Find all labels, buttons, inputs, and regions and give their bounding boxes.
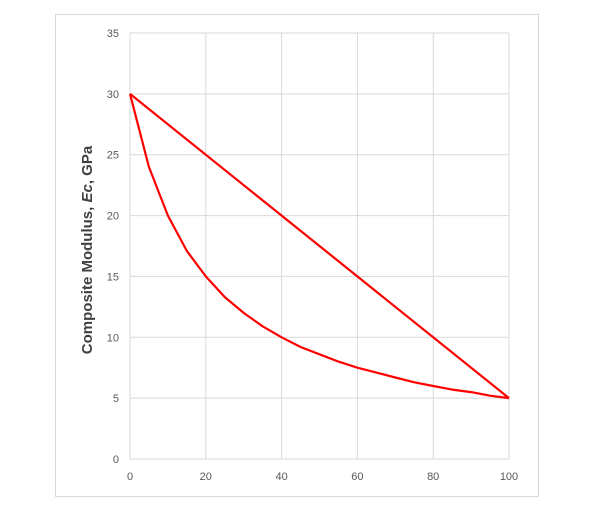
y-tick-label: 25 [107,150,119,162]
x-tick-label: 40 [275,471,287,483]
series-line-1 [129,93,510,399]
x-tick-label: 60 [351,471,363,483]
x-tick-label: 20 [200,471,212,483]
series-line-2 [128,93,510,400]
y-tick-label: 30 [107,89,119,101]
y-tick-label: 10 [107,332,119,344]
x-tick-label: 100 [500,471,518,483]
y-tick-label: 20 [107,211,119,223]
y-axis-label: Composite Modulus, Ec, GPa [79,145,96,354]
y-axis-label-symbol: Ec [79,184,96,203]
chart-frame [55,14,539,497]
y-tick-label: 5 [113,393,119,405]
y-axis-label-part2: , GPa [79,145,96,184]
x-tick-label: 80 [427,471,439,483]
y-tick-label: 35 [107,28,119,40]
y-tick-label: 15 [107,271,119,283]
y-tick-label: 0 [113,454,119,466]
y-axis-label-part1: Composite Modulus, [79,203,96,355]
x-tick-label: 0 [127,471,133,483]
